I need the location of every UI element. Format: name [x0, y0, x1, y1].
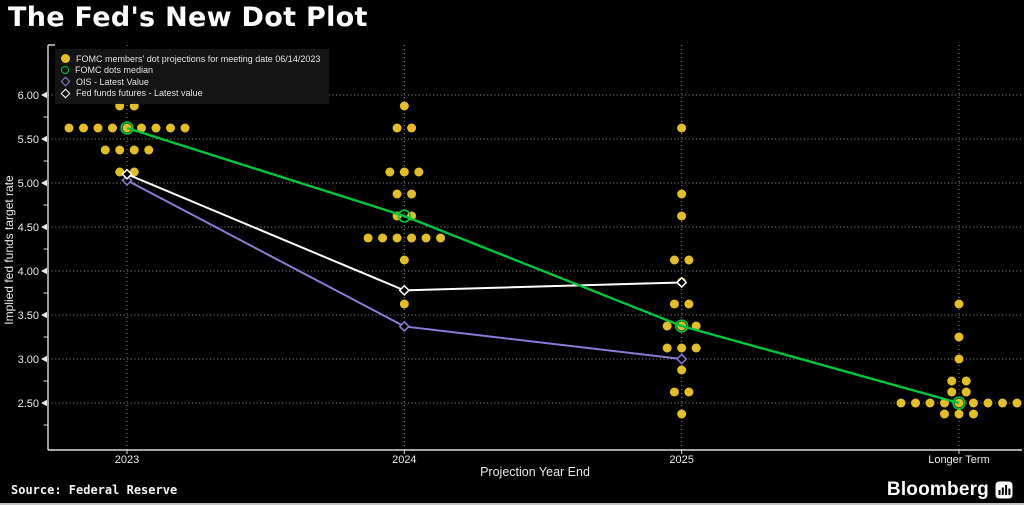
series-fomc-dots-median — [120, 121, 966, 410]
legend-item-label: OIS - Latest Value — [76, 76, 149, 87]
axes — [47, 44, 1022, 451]
legend-item-label: FOMC members' dot projections for meetin… — [76, 53, 321, 64]
svg-text:4.00: 4.00 — [18, 266, 39, 278]
svg-text:2.50: 2.50 — [18, 398, 39, 410]
series-ois-latest-value — [121, 174, 688, 365]
open-diamond-icon — [60, 76, 71, 87]
series-fed-funds-futures-latest-value — [121, 168, 688, 297]
legend-item: FOMC members' dot projections for meetin… — [61, 53, 320, 65]
y-tick-labels: 6.00 5.50 5.00 4.50 4.00 3.50 3.00 2.50 — [18, 90, 47, 410]
bar-chart-icon — [995, 481, 1013, 499]
svg-text:4.50: 4.50 — [18, 222, 39, 234]
svg-text:3.50: 3.50 — [18, 310, 39, 322]
dot-plot-chart: 6.00 5.50 5.00 4.50 4.00 3.50 3.00 2.50 2023 2024… — [2, 44, 1022, 466]
svg-text:Implied fed funds target rate: Implied fed funds target rate — [2, 175, 16, 325]
legend-item: FOMC dots median — [61, 65, 320, 77]
svg-text:5.00: 5.00 — [18, 178, 39, 190]
filled-circle-icon — [61, 54, 70, 64]
svg-text:2025: 2025 — [669, 454, 693, 466]
bottom-divider — [0, 503, 1024, 505]
svg-text:6.00: 6.00 — [18, 90, 39, 102]
legend: FOMC members' dot projections for meetin… — [55, 49, 330, 104]
svg-text:3.00: 3.00 — [18, 354, 39, 366]
category-gridlines — [126, 45, 960, 454]
source-text: Source: Federal Reserve — [11, 483, 178, 497]
bloomberg-logo: Bloomberg — [887, 479, 1013, 501]
dot-cluster-2025 — [662, 123, 701, 419]
dot-cluster-2023 — [64, 101, 190, 177]
chart-title: The Fed's New Dot Plot — [8, 2, 368, 33]
legend-item-label: Fed funds futures - Latest value — [76, 88, 203, 99]
y-minor-ticks — [43, 116, 48, 426]
x-tick-labels: 2023 2024 2025 Longer Term — [115, 454, 990, 466]
svg-text:Longer Term: Longer Term — [928, 454, 990, 466]
svg-text:2024: 2024 — [392, 454, 416, 466]
open-diamond-icon — [60, 88, 71, 99]
svg-text:5.50: 5.50 — [18, 134, 39, 146]
open-circle-icon — [61, 66, 69, 75]
svg-text:2023: 2023 — [115, 454, 139, 466]
y-axis-title: Implied fed funds target rate — [2, 175, 16, 325]
legend-item: Fed funds futures - Latest value — [60, 88, 320, 100]
dot-cluster-longer-term — [896, 299, 1022, 419]
legend-item: OIS - Latest Value — [60, 76, 320, 88]
footer: Source: Federal Reserve Bloomberg — [0, 479, 1024, 501]
x-axis-title: Projection Year End — [480, 465, 590, 479]
legend-item-label: FOMC dots median — [75, 65, 154, 76]
y-gridlines — [48, 94, 1022, 404]
bloomberg-wordmark: Bloomberg — [886, 479, 989, 500]
dot-cluster-2024 — [363, 101, 446, 309]
